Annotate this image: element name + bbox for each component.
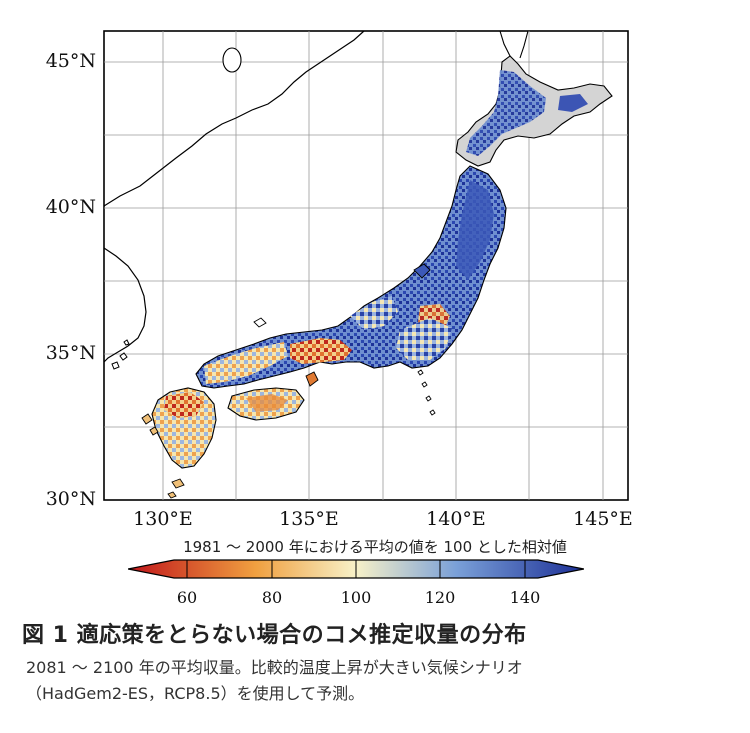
sea-island <box>222 47 242 73</box>
sado-island <box>413 263 431 279</box>
kyushu-north-warm <box>164 392 204 418</box>
hokkaido-east-rice <box>558 94 588 112</box>
hokuriku-mixed <box>350 296 398 330</box>
oki-island <box>253 317 267 328</box>
caption-line-1: 2081 ～ 2100 年の平均収量。比較的温度上昇が大きい気候シナリオ <box>26 658 523 677</box>
chugoku-mixed <box>204 342 288 384</box>
caption-line-2: （HadGem2-ES，RCP8.5）を使用して予測。 <box>26 684 365 703</box>
shikoku-warm <box>246 394 288 412</box>
figure-title: 図 1 適応策をとらない場合のコメ推定収量の分布 <box>22 623 527 648</box>
tohoku-interior <box>456 180 494 280</box>
map-svg <box>103 30 629 501</box>
lat-label-35: 35°N <box>45 342 96 364</box>
colorbar-label-80: 80 <box>261 588 283 607</box>
lat-label-30: 30°N <box>45 488 96 510</box>
lon-label-135: 135°E <box>279 508 339 530</box>
mainland-coastline <box>103 30 365 207</box>
kyushu-islands <box>141 413 185 499</box>
kinki-warm-zone <box>290 338 352 364</box>
colorbar-label-120: 120 <box>424 588 456 607</box>
colorbar-label-60: 60 <box>176 588 198 607</box>
lat-label-40: 40°N <box>45 196 96 218</box>
colorbar-title: 1981 ～ 2000 年における平均の値を 100 とした相対値 <box>183 538 567 556</box>
izu-islands <box>417 369 436 416</box>
lon-label-145: 145°E <box>573 508 633 530</box>
hokkaido-rice-area <box>466 70 546 156</box>
korea-coastline <box>103 247 147 363</box>
map-figure: 45°N 40°N 35°N 30°N 130°E 135°E 140°E 14… <box>45 30 633 530</box>
lon-label-130: 130°E <box>133 508 193 530</box>
colorbar <box>128 559 584 579</box>
colorbar-label-140: 140 <box>509 588 541 607</box>
lat-label-45: 45°N <box>45 50 96 72</box>
kanto-mixed <box>396 318 452 360</box>
awaji-island <box>305 371 319 387</box>
colorbar-label-100: 100 <box>340 588 372 607</box>
lon-label-140: 140°E <box>426 508 486 530</box>
korea-islands <box>111 339 130 370</box>
